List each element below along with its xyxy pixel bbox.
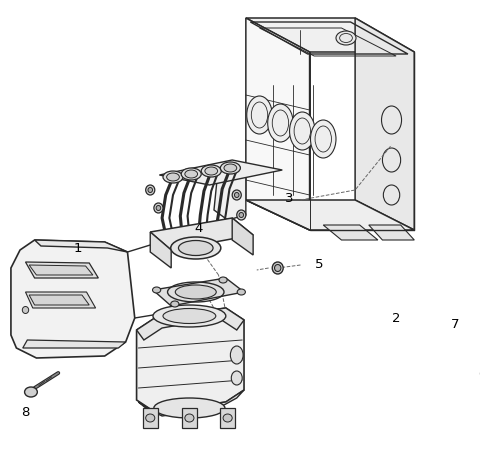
Ellipse shape: [185, 170, 198, 178]
Polygon shape: [369, 225, 414, 240]
Ellipse shape: [181, 168, 201, 180]
Polygon shape: [246, 200, 414, 230]
Ellipse shape: [239, 212, 243, 217]
Ellipse shape: [382, 106, 402, 134]
Ellipse shape: [185, 414, 194, 422]
Text: 4: 4: [194, 221, 203, 234]
Ellipse shape: [163, 171, 183, 183]
Ellipse shape: [234, 193, 239, 198]
Polygon shape: [143, 408, 157, 428]
Ellipse shape: [223, 414, 232, 422]
Polygon shape: [246, 18, 414, 52]
Ellipse shape: [24, 387, 37, 397]
Polygon shape: [35, 240, 128, 252]
Polygon shape: [232, 218, 253, 255]
Polygon shape: [11, 240, 135, 358]
Ellipse shape: [154, 203, 163, 213]
Ellipse shape: [171, 301, 179, 307]
Ellipse shape: [154, 398, 225, 418]
Ellipse shape: [247, 96, 272, 134]
Ellipse shape: [153, 305, 226, 327]
Ellipse shape: [230, 346, 243, 364]
Polygon shape: [25, 292, 96, 308]
Polygon shape: [323, 225, 378, 240]
Ellipse shape: [220, 162, 240, 174]
Ellipse shape: [231, 371, 242, 385]
Ellipse shape: [175, 285, 216, 299]
Polygon shape: [23, 340, 126, 348]
Text: 2: 2: [392, 311, 400, 324]
Ellipse shape: [205, 167, 217, 175]
Ellipse shape: [146, 414, 155, 422]
Ellipse shape: [22, 306, 29, 314]
Polygon shape: [150, 232, 171, 268]
Ellipse shape: [289, 112, 315, 150]
Ellipse shape: [384, 185, 400, 205]
Text: 5: 5: [314, 258, 323, 271]
Text: 6: 6: [479, 369, 480, 382]
Ellipse shape: [153, 287, 161, 293]
Ellipse shape: [336, 31, 356, 45]
Ellipse shape: [148, 188, 153, 193]
Ellipse shape: [179, 240, 213, 256]
Polygon shape: [29, 265, 93, 275]
Polygon shape: [25, 262, 98, 278]
Polygon shape: [150, 218, 253, 250]
Text: 8: 8: [21, 405, 30, 418]
Ellipse shape: [272, 262, 283, 274]
Polygon shape: [137, 308, 244, 412]
Polygon shape: [153, 278, 244, 306]
Text: 7: 7: [451, 319, 459, 332]
Ellipse shape: [232, 190, 241, 200]
Ellipse shape: [171, 237, 221, 259]
Polygon shape: [355, 18, 414, 230]
Polygon shape: [214, 165, 246, 220]
Ellipse shape: [275, 265, 281, 271]
Ellipse shape: [156, 206, 161, 211]
Polygon shape: [246, 18, 310, 230]
Polygon shape: [182, 408, 197, 428]
Polygon shape: [159, 160, 282, 185]
Polygon shape: [137, 308, 244, 340]
Text: 3: 3: [285, 192, 294, 204]
Ellipse shape: [311, 120, 336, 158]
Polygon shape: [29, 295, 89, 305]
Ellipse shape: [146, 185, 155, 195]
Ellipse shape: [167, 173, 180, 181]
Ellipse shape: [163, 309, 216, 324]
Ellipse shape: [237, 210, 246, 220]
Ellipse shape: [268, 104, 293, 142]
Text: 1: 1: [73, 242, 82, 255]
Polygon shape: [138, 390, 244, 416]
Ellipse shape: [224, 164, 237, 172]
Ellipse shape: [219, 277, 227, 283]
Ellipse shape: [201, 165, 221, 177]
Polygon shape: [220, 408, 235, 428]
Ellipse shape: [383, 148, 401, 172]
Ellipse shape: [237, 289, 245, 295]
